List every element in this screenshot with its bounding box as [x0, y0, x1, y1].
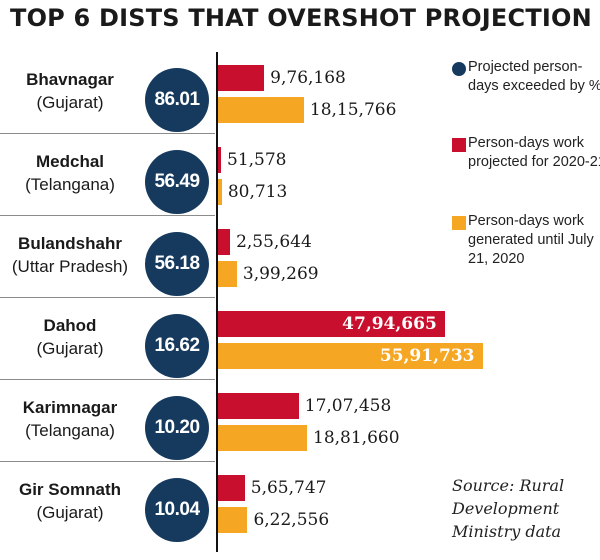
- district-label: Dahod (Gujarat): [0, 315, 140, 361]
- row-divider: [0, 461, 215, 462]
- bar-generated: [218, 425, 307, 451]
- data-label-generated: 6,22,556: [253, 510, 330, 530]
- district-state: (Telangana): [25, 175, 115, 194]
- bar-projected: [218, 147, 221, 173]
- district-state: (Uttar Pradesh): [11, 257, 129, 276]
- district-name: Karimnagar: [22, 398, 118, 417]
- data-label-generated: 55,91,733: [379, 346, 475, 366]
- source-note: Source: Rural Development Ministry data: [452, 476, 565, 541]
- district-label: Karimnagar (Telangana): [0, 397, 140, 443]
- legend-swatch-generated: [452, 216, 466, 230]
- legend-swatch-exceeded: [452, 62, 466, 76]
- district-name: Dahod: [43, 316, 97, 335]
- district-state: (Gujarat): [36, 503, 104, 522]
- chart-title: TOP 6 DISTS THAT OVERSHOT PROJECTION: [10, 4, 592, 32]
- legend-label-exceeded: Projected person-days exceeded by %: [468, 59, 600, 94]
- data-label-projected: 9,76,168: [270, 68, 346, 88]
- district-name: Bhavnagar: [26, 70, 114, 89]
- data-label-generated: 80,713: [227, 182, 288, 202]
- data-label-generated: 3,99,269: [242, 264, 319, 284]
- legend-label-projected: Person-days work projected for 2020-21: [468, 135, 600, 170]
- legend-swatch-projected: [452, 138, 466, 152]
- exceeded-pct-badge: 16.62: [145, 314, 209, 378]
- data-label-projected: 17,07,458: [304, 396, 392, 416]
- district-name: Gir Somnath: [18, 480, 121, 499]
- bar-projected: [218, 311, 445, 337]
- district-label: Bhavnagar (Gujarat): [0, 69, 140, 115]
- exceeded-pct-badge: 86.01: [145, 68, 209, 132]
- district-state: (Telangana): [25, 421, 115, 440]
- district-label: Medchal (Telangana): [0, 151, 140, 197]
- bar-projected: [218, 229, 231, 255]
- bar-generated: [218, 507, 248, 533]
- row-divider: [0, 133, 215, 134]
- row-divider: [0, 297, 215, 298]
- row-divider: [0, 215, 215, 216]
- district-state: (Gujarat): [36, 339, 104, 358]
- district-name: Bulandshahr: [18, 234, 122, 253]
- legend-label-generated: Person-days work generated until July 21…: [468, 213, 594, 267]
- district-label: Bulandshahr (Uttar Pradesh): [0, 233, 140, 279]
- data-label-generated: 18,81,660: [313, 428, 400, 448]
- exceeded-pct-badge: 10.04: [145, 478, 209, 542]
- row-divider: [0, 379, 215, 380]
- data-label-projected: 2,55,644: [236, 232, 312, 252]
- data-label-projected: 51,578: [227, 150, 287, 170]
- district-state: (Gujarat): [36, 93, 104, 112]
- data-label-projected: 47,94,665: [342, 314, 437, 334]
- district-name: Medchal: [35, 152, 105, 171]
- exceeded-pct-badge: 56.18: [145, 232, 209, 296]
- data-label-projected: 5,65,747: [250, 478, 327, 498]
- bar-projected: [218, 393, 299, 419]
- bar-generated: [218, 261, 237, 287]
- exceeded-pct-badge: 56.49: [145, 150, 209, 214]
- bar-generated: [218, 97, 304, 123]
- bar-generated: [218, 343, 483, 369]
- bar-projected: [218, 65, 265, 91]
- chart-axis-line: [216, 52, 218, 552]
- exceeded-pct-badge: 10.20: [145, 396, 209, 460]
- district-label: Gir Somnath (Gujarat): [0, 479, 140, 525]
- bar-generated: [218, 179, 222, 205]
- data-label-generated: 18,15,766: [309, 100, 397, 120]
- bar-projected: [218, 475, 245, 501]
